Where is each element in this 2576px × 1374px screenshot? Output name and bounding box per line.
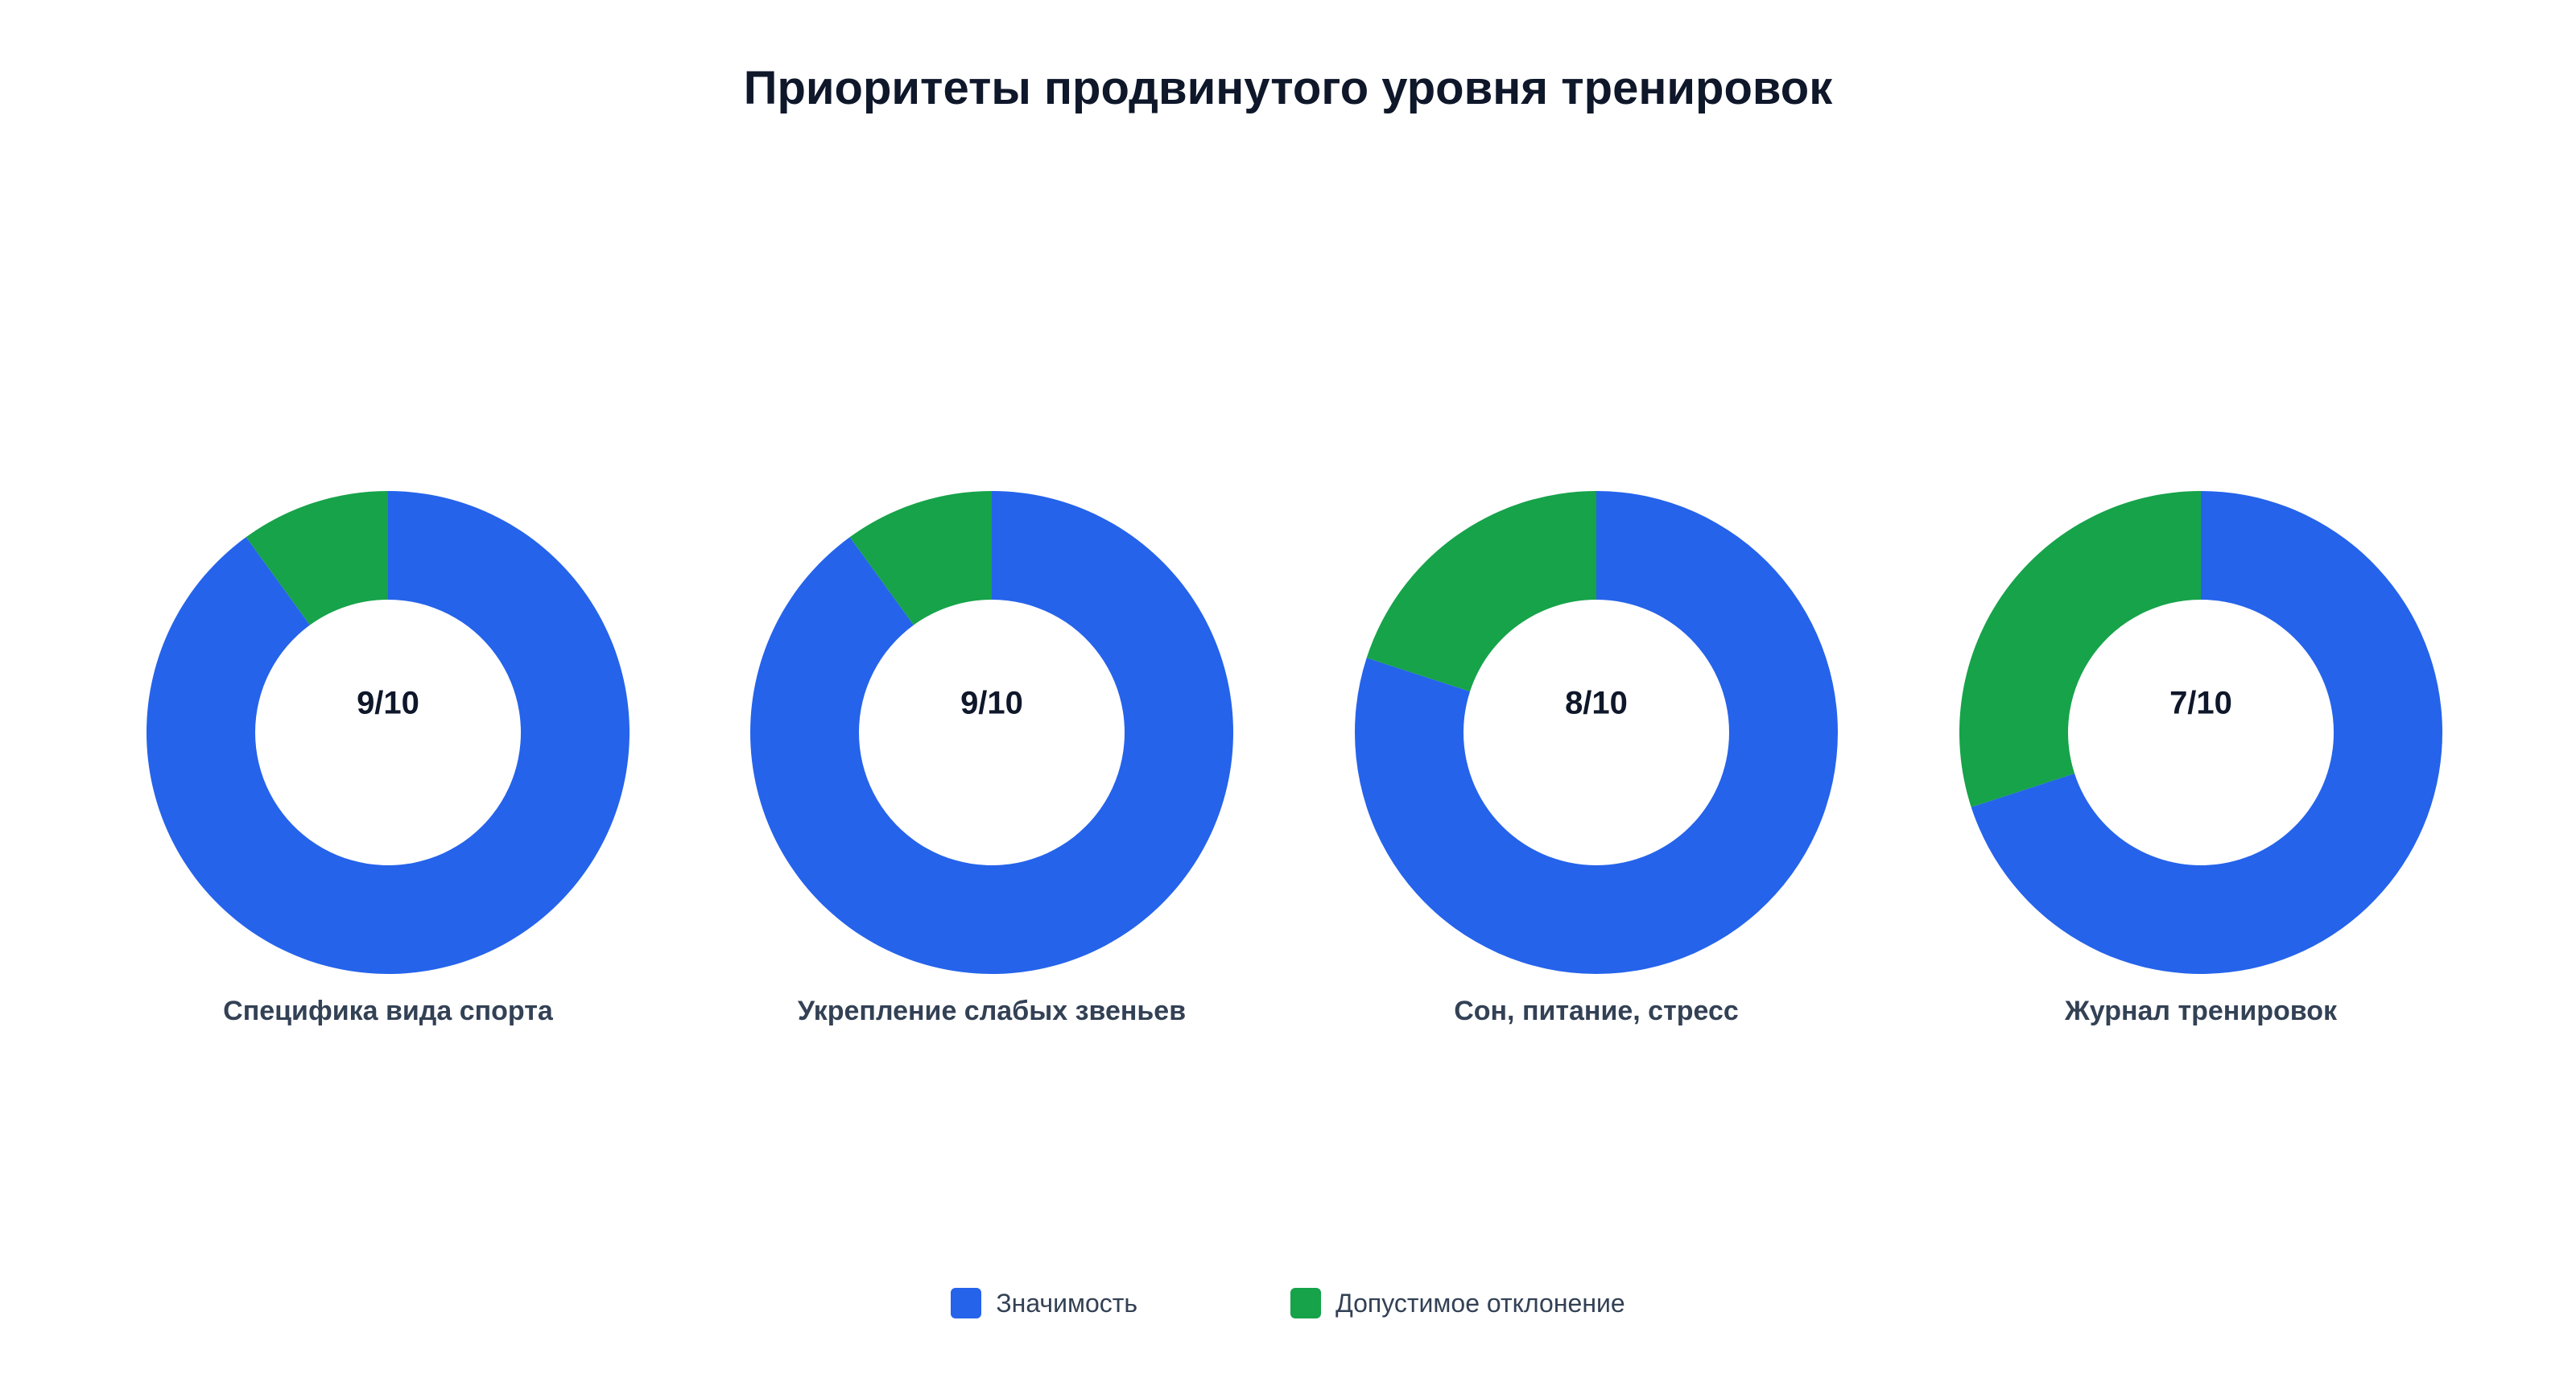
chart-title: Приоритеты продвинутого уровня тренирово… xyxy=(743,62,1833,114)
significance-slice-1[interactable] xyxy=(147,491,630,974)
category-label-3: Сон, питание, стресс xyxy=(1454,996,1739,1026)
deviation-slice-2[interactable] xyxy=(849,491,992,625)
deviation-slice-1[interactable] xyxy=(246,491,388,625)
significance-slice-2[interactable] xyxy=(750,491,1233,974)
donut-3: 8/10 Сон, питание, стресс xyxy=(1355,491,1838,1026)
donut-4: 7/10 Журнал тренировок xyxy=(1959,491,2443,1026)
donut-center-label-2: 9/10 xyxy=(960,686,1023,721)
legend-item-significance[interactable]: Значимость xyxy=(951,1288,1137,1318)
legend-label-deviation: Допустимое отклонение xyxy=(1335,1289,1625,1318)
legend: Значимость Допустимое отклонение xyxy=(0,1288,2576,1318)
legend-swatch-significance xyxy=(951,1288,982,1318)
donut-2: 9/10 Укрепление слабых звеньев xyxy=(750,491,1233,1026)
significance-slice-4[interactable] xyxy=(1971,491,2443,974)
deviation-slice-4[interactable] xyxy=(1959,491,2201,807)
significance-slice-3[interactable] xyxy=(1355,491,1838,974)
donut-1: 9/10 Специфика вида спорта xyxy=(147,491,630,1026)
legend-item-deviation[interactable]: Допустимое отклонение xyxy=(1290,1288,1625,1318)
donut-center-label-1: 9/10 xyxy=(357,686,419,721)
donut-center-label-3: 8/10 xyxy=(1565,686,1628,721)
category-label-2: Укрепление слабых звеньев xyxy=(798,996,1186,1026)
category-label-1: Специфика вида спорта xyxy=(223,996,554,1026)
category-label-4: Журнал тренировок xyxy=(2064,996,2338,1026)
donut-center-label-4: 7/10 xyxy=(2169,686,2232,721)
legend-label-significance: Значимость xyxy=(996,1289,1138,1318)
legend-swatch-deviation xyxy=(1290,1288,1322,1318)
deviation-slice-3[interactable] xyxy=(1366,491,1596,692)
